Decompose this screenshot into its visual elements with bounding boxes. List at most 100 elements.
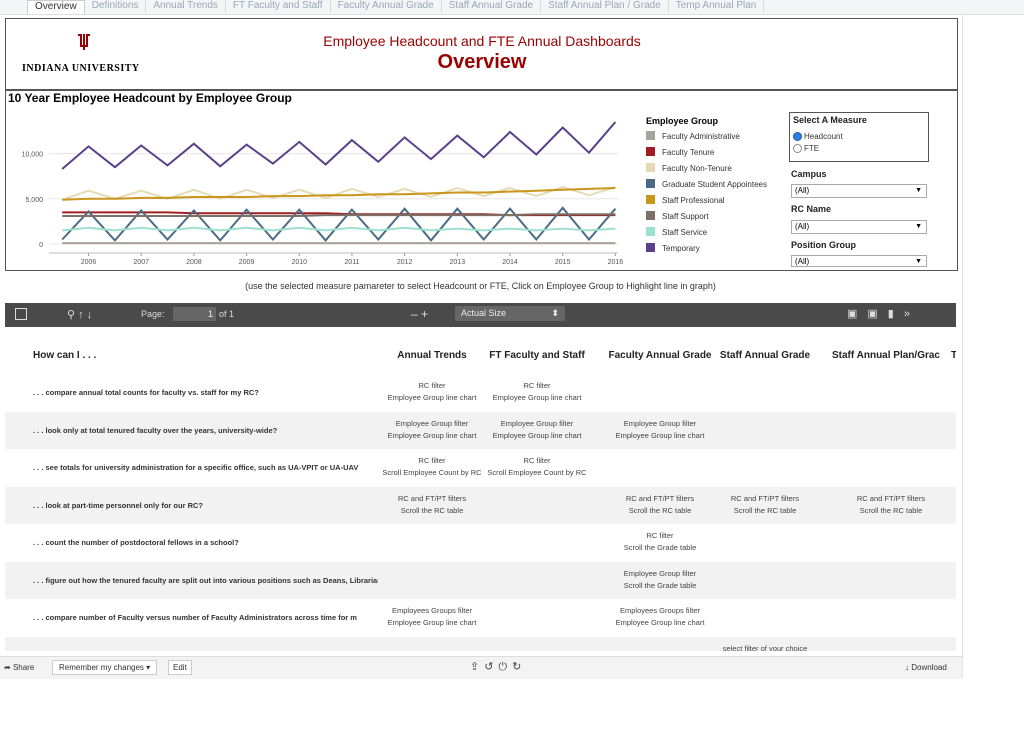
row-band bbox=[5, 411, 956, 449]
question: . . . look only at total tenured faculty… bbox=[33, 425, 278, 435]
option-label[interactable]: Headcount bbox=[804, 132, 843, 141]
radio-off[interactable] bbox=[793, 144, 802, 154]
legend-label[interactable]: Faculty Non-Tenure bbox=[662, 164, 732, 173]
tab[interactable]: Temp Annual Plan bbox=[669, 0, 765, 13]
measure-box: Select A Measure Headcount FTE bbox=[789, 112, 929, 162]
campus-select[interactable]: (All) ▼ bbox=[791, 184, 927, 198]
legend-label[interactable]: Staff Professional bbox=[662, 196, 725, 205]
search-button[interactable]: ⚲ ↑ ↓ bbox=[67, 309, 93, 321]
measure-option[interactable]: Headcount bbox=[793, 132, 843, 142]
answer-line: Employee Group line chart bbox=[387, 393, 477, 402]
answer-cell: RC filter Employee Group line chart bbox=[493, 380, 582, 404]
tab[interactable]: Annual Trends bbox=[146, 0, 226, 13]
answer-cell: RC filter Scroll the Grade table bbox=[624, 530, 697, 554]
rc-title: RC Name bbox=[791, 204, 832, 214]
x-tick-label: 2009 bbox=[239, 259, 255, 266]
x-tick-label: 2010 bbox=[291, 259, 307, 266]
row-band bbox=[5, 561, 956, 599]
series-line bbox=[62, 226, 616, 232]
dropdown-arrow[interactable]: ▼ bbox=[915, 258, 922, 265]
sidebar-button[interactable] bbox=[15, 308, 27, 320]
share-label[interactable]: Share bbox=[12, 663, 35, 672]
tool-icons[interactable]: ▣▣▮» bbox=[847, 308, 920, 320]
legend-swatch[interactable] bbox=[646, 211, 655, 220]
legend-label[interactable]: Faculty Tenure bbox=[662, 148, 715, 157]
select-value[interactable]: (All) bbox=[795, 186, 810, 195]
answer-line: Employees Groups filter bbox=[619, 606, 701, 615]
y-tick-label: 10,000 bbox=[22, 152, 44, 159]
chart-box: 10 Year Employee Headcount by Employee G… bbox=[5, 90, 958, 271]
answer-line: Employee Group filter bbox=[623, 418, 697, 428]
page-input[interactable]: 1 bbox=[173, 307, 216, 321]
tab[interactable]: Definitions bbox=[85, 0, 147, 13]
tab[interactable]: Staff Annual Grade bbox=[442, 0, 542, 13]
answer-cell: Employee Group filter Employee Group line… bbox=[616, 418, 705, 442]
answer-line: Employee Group filter bbox=[500, 418, 574, 428]
x-tick-label: 2014 bbox=[502, 259, 518, 266]
legend-swatch[interactable] bbox=[646, 147, 655, 156]
answer-line: Scroll the RC table bbox=[400, 505, 464, 515]
legend: Employee Group Faculty Administrative Fac… bbox=[646, 116, 767, 253]
answer-line: Scroll the RC table bbox=[628, 505, 692, 515]
y-tick-label: 0 bbox=[39, 242, 43, 249]
dropdown-arrow[interactable]: ▼ bbox=[915, 223, 922, 230]
x-tick-label: 2015 bbox=[555, 259, 571, 266]
answer-line: RC and FT/PT filters bbox=[856, 493, 926, 503]
legend-label[interactable]: Temporary bbox=[662, 244, 700, 253]
rc-select[interactable]: (All) ▼ bbox=[791, 220, 927, 234]
nav-icons[interactable]: ⇪↺⏻↻ bbox=[470, 661, 527, 673]
tab[interactable]: FT Faculty and Staff bbox=[226, 0, 331, 13]
option-label[interactable]: FTE bbox=[804, 144, 820, 153]
answer-cell: RC filter Scroll Employee Count by RC bbox=[487, 455, 586, 479]
legend-swatch[interactable] bbox=[646, 227, 655, 236]
legend-swatch[interactable] bbox=[646, 179, 655, 188]
tab[interactable]: Staff Annual Plan / Grade bbox=[541, 0, 669, 13]
answer-line: RC filter bbox=[523, 456, 551, 465]
answer-line: select filter of your choice bbox=[722, 643, 808, 652]
legend-swatch[interactable] bbox=[646, 131, 655, 140]
zoom-select[interactable]: Actual Size ⬍ bbox=[455, 306, 565, 321]
tab[interactable]: Overview bbox=[27, 0, 85, 14]
download-button[interactable]: ↓ Download bbox=[905, 663, 947, 672]
share-button[interactable]: ➦ Share bbox=[4, 663, 35, 672]
download-label[interactable]: Download bbox=[911, 663, 947, 672]
remember-label[interactable]: Remember my changes bbox=[59, 663, 144, 672]
toolbar: ⚲ ↑ ↓ Page: 1 of 1 – + Actual Size ⬍ ▣▣▮» bbox=[5, 303, 956, 327]
answer-line: Employee Group filter bbox=[395, 418, 469, 428]
answer-line: Scroll Employee Count by RC bbox=[382, 468, 482, 477]
x-tick-label: 2013 bbox=[450, 259, 466, 266]
select-value[interactable]: (All) bbox=[795, 222, 810, 231]
answer-cell: RC filter Employee Group line chart bbox=[388, 380, 477, 404]
tab[interactable]: Faculty Annual Grade bbox=[331, 0, 442, 13]
legend-label[interactable]: Staff Service bbox=[662, 228, 708, 237]
answer-line: RC and FT/PT filters bbox=[730, 493, 800, 503]
zoom-value[interactable]: Actual Size bbox=[461, 308, 507, 318]
series-line bbox=[62, 187, 616, 201]
edit-button[interactable]: Edit bbox=[168, 660, 192, 675]
answer-line: RC and FT/PT filters bbox=[397, 493, 467, 503]
series-line bbox=[62, 213, 616, 217]
radio-on[interactable] bbox=[793, 132, 802, 142]
column-header: Te bbox=[951, 350, 956, 361]
answer-line: Scroll Employee Count by RC bbox=[487, 468, 587, 477]
answer-line: Scroll the Grade table bbox=[623, 543, 697, 552]
frame-edge bbox=[962, 14, 963, 678]
legend-label[interactable]: Faculty Administrative bbox=[662, 132, 740, 141]
measure-option[interactable]: FTE bbox=[793, 144, 820, 154]
question: . . . compare number of Faculty versus n… bbox=[33, 613, 357, 622]
legend-swatch[interactable] bbox=[646, 195, 655, 204]
select-value[interactable]: (All) bbox=[795, 257, 810, 266]
dropdown-arrow[interactable]: ▼ bbox=[915, 187, 922, 194]
zoom-arrow[interactable]: ⬍ bbox=[551, 308, 559, 318]
question: . . . figure out how the tenured faculty… bbox=[33, 575, 378, 585]
legend-label[interactable]: Graduate Student Appointees bbox=[662, 180, 767, 189]
remember-button[interactable]: Remember my changes ▾ bbox=[52, 660, 158, 675]
position-select[interactable]: (All) ▼ bbox=[791, 255, 927, 267]
campus-title: Campus bbox=[791, 169, 827, 179]
x-tick-label: 2006 bbox=[81, 259, 97, 266]
zoom-buttons[interactable]: – + bbox=[411, 307, 429, 321]
legend-swatch[interactable] bbox=[646, 163, 655, 172]
legend-label[interactable]: Staff Support bbox=[662, 212, 709, 221]
legend-swatch[interactable] bbox=[646, 243, 655, 252]
